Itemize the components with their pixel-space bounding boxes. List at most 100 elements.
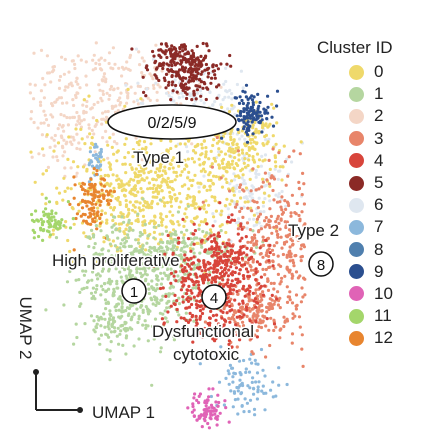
cluster-1-point xyxy=(108,312,112,316)
cluster-0-point xyxy=(171,213,175,217)
cluster-10-point xyxy=(214,416,218,420)
cluster-2-point xyxy=(101,79,105,83)
cluster-5-point xyxy=(207,71,211,75)
legend-label-2: 2 xyxy=(374,106,384,126)
cluster-4-point xyxy=(193,229,197,233)
cluster-1-point xyxy=(109,330,113,334)
cluster-12-point xyxy=(95,213,100,218)
cluster-1-point xyxy=(114,304,119,308)
cluster-0-point xyxy=(253,135,257,139)
cluster-2-point xyxy=(158,85,162,89)
cluster-4-point xyxy=(271,264,275,268)
cluster-9-point xyxy=(245,104,249,108)
cluster-3-point xyxy=(269,281,273,285)
cluster-7-point xyxy=(260,389,264,393)
cluster-4-point xyxy=(236,250,240,254)
cluster-12-point xyxy=(89,177,93,181)
cluster-0-point xyxy=(110,145,114,149)
cluster-2-point xyxy=(71,59,75,63)
cluster-0-point xyxy=(228,132,232,136)
cluster-1-point xyxy=(152,225,156,229)
cluster-0-point xyxy=(194,202,198,206)
cluster-0-point xyxy=(150,201,154,205)
cluster-7-points xyxy=(198,335,289,417)
cluster-2-point xyxy=(79,58,83,62)
cluster-5-point xyxy=(198,61,202,66)
cluster-4-point xyxy=(245,246,249,250)
cluster-2-point xyxy=(51,65,55,69)
cluster-1-point xyxy=(144,326,148,330)
cluster-0-point xyxy=(124,171,128,175)
cluster-5-point xyxy=(182,43,186,47)
cluster-1-point xyxy=(120,299,124,303)
cluster-3-point xyxy=(247,299,251,303)
cluster-0-point xyxy=(231,159,235,163)
cluster-5-point xyxy=(155,66,159,70)
cluster-12-point xyxy=(72,175,76,179)
cluster-12-point xyxy=(106,201,111,206)
cluster-10-point xyxy=(224,406,228,410)
cluster-4-point xyxy=(240,256,244,260)
cluster-4-point xyxy=(225,220,229,224)
cluster-4-point xyxy=(182,279,186,283)
cluster-12-point xyxy=(72,196,76,200)
cluster-12-point xyxy=(98,203,102,207)
cluster-3-point xyxy=(238,209,242,214)
cluster-6-point xyxy=(224,66,228,70)
cluster-3-point xyxy=(301,171,305,175)
cluster-1-point xyxy=(104,301,108,305)
cluster-0-point xyxy=(137,143,141,147)
cluster-4-point xyxy=(217,234,222,238)
cluster-0-point xyxy=(138,139,142,143)
cluster-4-point xyxy=(261,293,265,297)
cluster-11-point xyxy=(53,218,57,222)
cluster-0-point xyxy=(145,176,149,180)
cluster-3-point xyxy=(295,201,299,206)
cluster-3-point xyxy=(278,336,282,340)
cluster-9-point xyxy=(254,111,258,115)
cluster-3-point xyxy=(233,262,237,267)
cluster-4-point xyxy=(214,240,218,244)
cluster-9-point xyxy=(238,95,242,99)
cluster-0-point xyxy=(213,195,217,199)
cluster-1-point xyxy=(99,229,103,233)
cluster-0-point xyxy=(208,171,212,175)
cluster-1-point xyxy=(140,257,144,261)
cluster-4-point xyxy=(196,258,200,262)
cluster-3-point xyxy=(234,310,238,314)
cluster-1-point xyxy=(99,284,104,288)
cluster-9-point xyxy=(258,110,262,114)
cluster-0-point xyxy=(192,160,196,164)
cluster-5-point xyxy=(204,62,208,67)
cluster-5-point xyxy=(181,55,185,59)
cluster-11-point xyxy=(54,211,58,215)
cluster-1-point xyxy=(116,248,120,252)
cluster-1-point xyxy=(166,240,170,244)
cluster-1-point xyxy=(93,297,97,301)
cluster-1-point xyxy=(177,296,181,300)
cluster-1-point xyxy=(182,250,186,254)
cluster-5-point xyxy=(192,75,196,79)
cluster-5-point xyxy=(168,50,173,54)
cluster-1-point xyxy=(107,287,111,291)
cluster-2-point xyxy=(46,165,51,169)
cluster-2-point xyxy=(36,126,40,130)
cluster-0-point xyxy=(162,196,166,200)
cluster-0-point xyxy=(158,232,162,236)
cluster-1-point xyxy=(82,273,86,277)
cluster-0-point xyxy=(163,152,167,156)
cluster-3-point xyxy=(294,293,299,297)
cluster-0-point xyxy=(148,186,152,190)
cluster-2-point xyxy=(109,66,113,70)
cluster-7-point xyxy=(236,397,240,401)
cluster-5-point xyxy=(189,54,193,58)
cluster-7-point xyxy=(93,145,97,149)
cluster-2-point xyxy=(133,91,137,95)
cluster-1-point xyxy=(127,220,131,224)
cluster-1-point xyxy=(129,318,133,322)
cluster-3-point xyxy=(292,264,296,268)
cluster-4-point xyxy=(241,274,245,278)
cluster-0-point xyxy=(197,190,201,194)
cluster-6-point xyxy=(224,79,228,84)
cluster-10-point xyxy=(193,392,197,396)
